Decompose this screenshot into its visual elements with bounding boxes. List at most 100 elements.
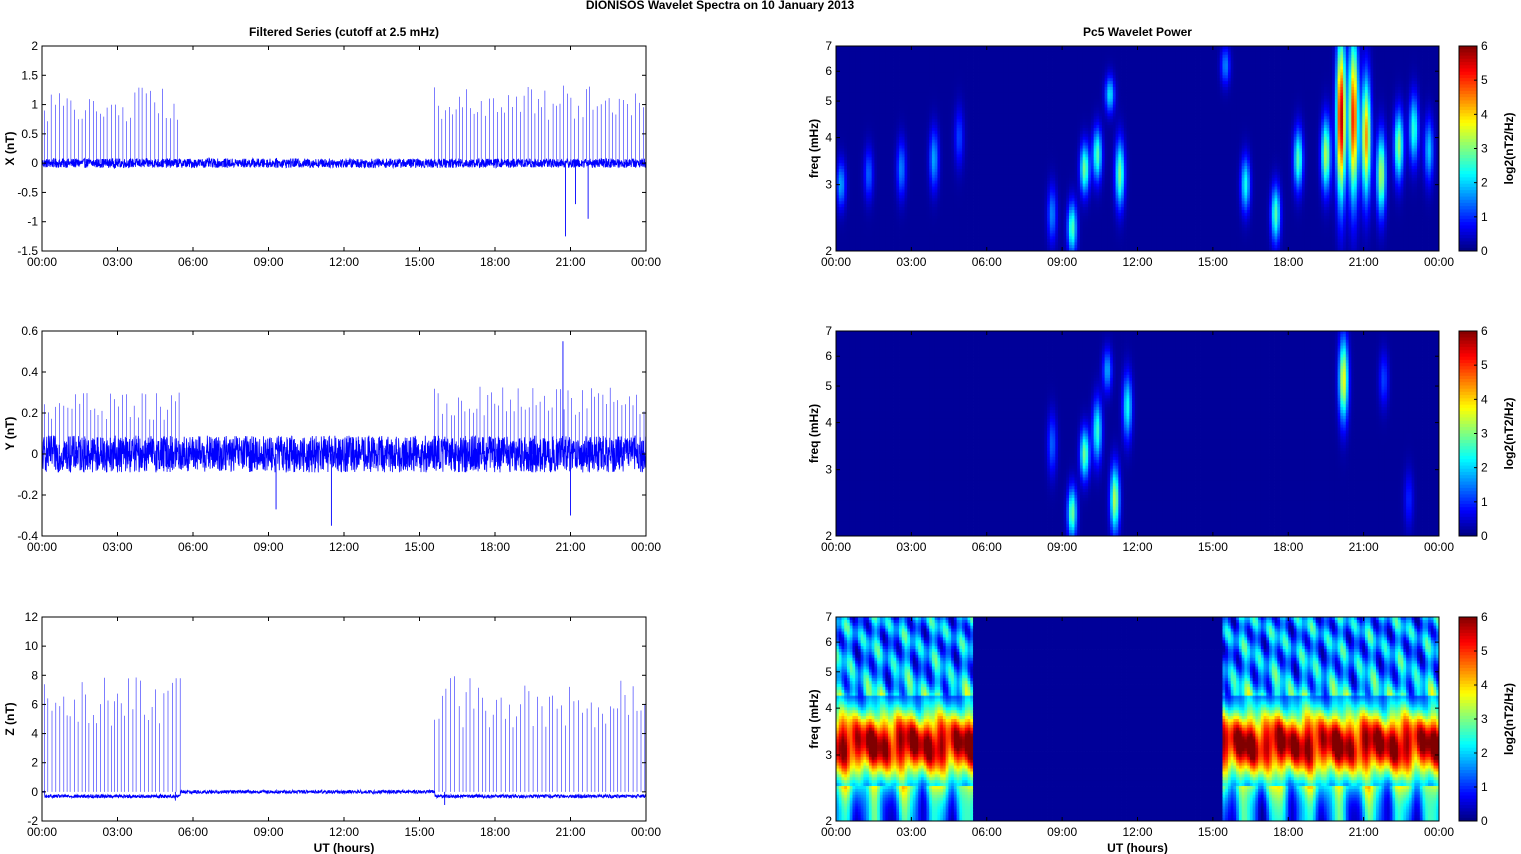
x-tick-label: 18:00 (1273, 255, 1303, 269)
colorbar-tick-label: 4 (1481, 678, 1488, 692)
x-tick-label: 00:00 (27, 825, 57, 839)
colorbar-tick-label: 4 (1481, 107, 1488, 121)
x-tick-label: 03:00 (896, 825, 926, 839)
colorbar-tick-label: 0 (1481, 244, 1488, 258)
x-tick-label: 12:00 (1122, 540, 1152, 554)
wavelet-heatmap (836, 46, 1439, 251)
colorbar-tick-label: 5 (1481, 73, 1488, 87)
x-tick-label: 06:00 (178, 825, 208, 839)
colorbar-tick-label: 2 (1481, 176, 1488, 190)
x-tick-label: 00:00 (1424, 825, 1454, 839)
line-chart-panel: -0.4-0.200.20.40.6Y (nT)00:00 03:00 06:00 0… (3, 324, 661, 554)
x-tick-label: 09:00 (253, 255, 283, 269)
x-tick-label: 00:00 (821, 540, 851, 554)
colorbar-tick-label: 5 (1481, 358, 1488, 372)
y-axis-label: Z (nT) (3, 702, 17, 735)
y-tick-label: 0 (31, 156, 38, 170)
y-tick-label: 0.2 (21, 406, 38, 420)
x-tick-label: 06:00 (972, 825, 1002, 839)
x-tick-label: 21:00 (1349, 255, 1379, 269)
x-tick-label: 03:00 (896, 255, 926, 269)
x-tick-label: 00:00 (1424, 540, 1454, 554)
colorbar-tick-label: 4 (1481, 392, 1488, 406)
x-tick-label: 03:00 (102, 825, 132, 839)
x-tick-label: 00:00 (821, 825, 851, 839)
y-tick-label: 3 (825, 178, 832, 192)
y-axis-label: Y (nT) (3, 417, 17, 451)
colorbar-tick-label: 2 (1481, 461, 1488, 475)
y-tick-label: -1 (27, 215, 38, 229)
y-axis-label: freq (mHz) (807, 404, 821, 463)
wavelet-power-panel: 2 3 4 5 6 7 freq (mHz) 00:00 03:00 06:00 09:00 12:0… (807, 324, 1516, 554)
x-tick-label: 18:00 (1273, 825, 1303, 839)
x-tick-label: 09:00 (1047, 540, 1077, 554)
x-tick-label: 21:00 (1349, 825, 1379, 839)
y-tick-label: 0 (31, 785, 38, 799)
y-tick-label: 1 (31, 98, 38, 112)
x-tick-label: 18:00 (1273, 540, 1303, 554)
x-tick-label: 00:00 (631, 540, 661, 554)
x-tick-label: 12:00 (329, 255, 359, 269)
y-tick-label: 7 (825, 610, 832, 624)
colorbar-tick-label: 3 (1481, 142, 1488, 156)
x-tick-label: 09:00 (1047, 825, 1077, 839)
y-axis-label: freq (mHz) (807, 689, 821, 748)
colorbar-label: log2(nT2/Hz) (1502, 113, 1516, 185)
x-tick-label: 18:00 (480, 825, 510, 839)
x-tick-label: 06:00 (178, 255, 208, 269)
x-tick-label: 18:00 (480, 540, 510, 554)
colorbar-tick-label: 0 (1481, 814, 1488, 828)
x-tick-label: 00:00 (821, 255, 851, 269)
colorbar-tick-label: 3 (1481, 712, 1488, 726)
x-tick-label: 21:00 (1349, 540, 1379, 554)
colorbar-tick-label: 1 (1481, 780, 1488, 794)
x-tick-label: 00:00 (27, 540, 57, 554)
wavelet-heatmap (836, 617, 1439, 821)
y-tick-label: -0.2 (17, 488, 38, 502)
y-tick-label: 3 (825, 748, 832, 762)
x-tick-label: 15:00 (1198, 540, 1228, 554)
x-tick-label: 15:00 (1198, 255, 1228, 269)
y-tick-label: 7 (825, 324, 832, 338)
x-tick-label: 06:00 (972, 540, 1002, 554)
y-tick-label: 5 (825, 665, 832, 679)
colorbar-label: log2(nT2/Hz) (1502, 398, 1516, 470)
x-tick-label: 00:00 (631, 255, 661, 269)
x-tick-label: 12:00 (329, 825, 359, 839)
wavelet-heatmap (836, 331, 1439, 536)
y-axis-label: freq (mHz) (807, 119, 821, 178)
colorbar-tick-label: 1 (1481, 495, 1488, 509)
x-tick-label: 21:00 (555, 825, 585, 839)
x-tick-label: 15:00 (404, 540, 434, 554)
line-chart-panel: Filtered Series (cutoff at 2.5 mHz)-1.5-… (3, 25, 661, 269)
x-tick-label: 09:00 (253, 540, 283, 554)
x-tick-label: 03:00 (896, 540, 926, 554)
x-tick-label: 00:00 (1424, 255, 1454, 269)
colorbar-label: log2(nT2/Hz) (1502, 683, 1516, 755)
y-tick-label: 3 (825, 463, 832, 477)
x-tick-label: 12:00 (1122, 825, 1152, 839)
x-tick-label: 21:00 (555, 255, 585, 269)
plot-area (42, 331, 646, 536)
y-tick-label: 12 (25, 610, 39, 624)
x-tick-label: 12:00 (1122, 255, 1152, 269)
colorbar-tick-label: 1 (1481, 210, 1488, 224)
y-tick-label: 5 (825, 379, 832, 393)
x-tick-label: 15:00 (404, 825, 434, 839)
colorbar-tick-label: 5 (1481, 644, 1488, 658)
y-tick-label: 0.6 (21, 324, 38, 338)
x-tick-label: 12:00 (329, 540, 359, 554)
y-tick-label: 6 (825, 635, 832, 649)
y-tick-label: 0.4 (21, 365, 38, 379)
x-tick-label: 00:00 (631, 825, 661, 839)
y-tick-label: 4 (825, 131, 832, 145)
x-tick-label: 03:00 (102, 540, 132, 554)
y-axis-label: X (nT) (3, 132, 17, 166)
y-tick-label: 1.5 (21, 68, 38, 82)
x-tick-label: 09:00 (1047, 255, 1077, 269)
colorbar-tick-label: 6 (1481, 324, 1488, 338)
y-tick-label: 4 (825, 701, 832, 715)
